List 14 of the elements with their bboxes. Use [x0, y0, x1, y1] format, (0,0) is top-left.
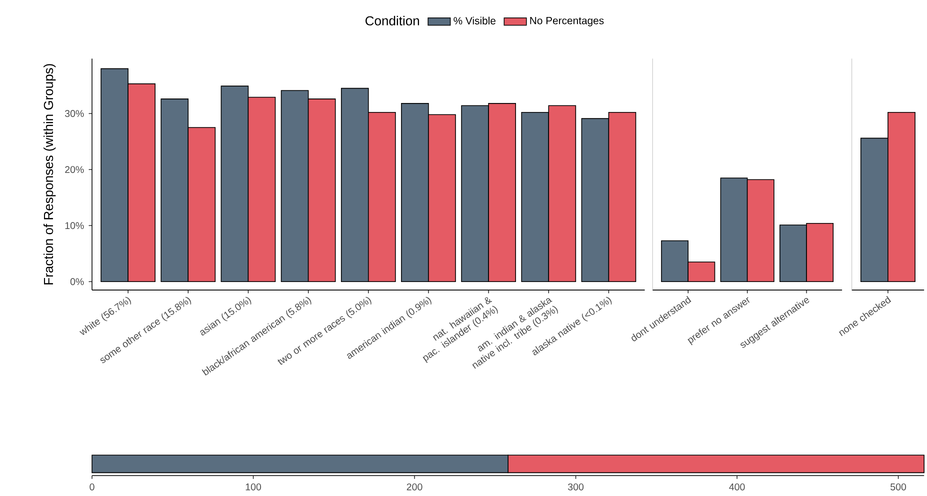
y-tick-label: 20% [65, 166, 84, 173]
x-tick-label: 0 [90, 483, 94, 490]
x-tick-label: 300 [568, 483, 584, 490]
y-axis-title: Fraction of Responses (within Groups) [44, 64, 56, 284]
y-tick-label: 0% [70, 278, 84, 286]
legend-label: No Percentages [530, 16, 604, 26]
y-tick-label: 30% [64, 110, 84, 117]
y-tick-label: 10% [65, 222, 84, 230]
x-tick-label: 100 [246, 483, 262, 490]
x-tick-label: 400 [729, 483, 745, 490]
x-tick-label: 500 [890, 483, 906, 490]
legend-title: Condition [366, 16, 420, 26]
x-tick-label: 200 [406, 483, 422, 490]
legend-label: % Visible [454, 16, 496, 24]
